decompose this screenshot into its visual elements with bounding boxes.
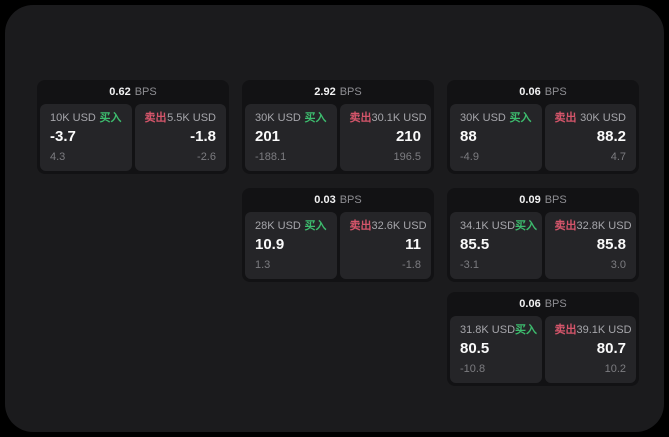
- buy-side-label: 买入: [99, 112, 122, 124]
- buy-quote-panel[interactable]: 30K USD 买入 88 -4.9: [450, 104, 542, 171]
- sell-amount: 39.1K USD: [576, 324, 632, 336]
- bps-label: BPS: [544, 86, 567, 98]
- sell-side-label: 卖出: [554, 112, 577, 124]
- sell-amount: 30.1K USD: [371, 112, 427, 124]
- sell-side-label: 卖出: [554, 324, 577, 336]
- buy-change: 1.3: [255, 259, 271, 271]
- buy-side-label: 买入: [515, 324, 538, 336]
- spread-value: 2.92: [314, 86, 336, 98]
- buy-quote-panel[interactable]: 28K USD 买入 10.9 1.3: [245, 212, 337, 279]
- spread-header: 0.03 BPS: [245, 188, 431, 212]
- sell-change: -1.8: [402, 259, 421, 271]
- sell-quote-panel[interactable]: 卖出 32.6K USD 11 -1.8: [339, 212, 431, 279]
- quote-card: 2.92 BPS 30K USD 买入 201 -188.1 卖出 30.1K …: [242, 80, 434, 174]
- buy-price: 201: [255, 128, 281, 145]
- buy-price: 80.5: [460, 340, 490, 357]
- spread-header: 2.92 BPS: [245, 80, 431, 104]
- bps-label: BPS: [339, 86, 362, 98]
- sell-side-label: 卖出: [349, 220, 372, 232]
- sell-change: 10.2: [604, 363, 626, 375]
- buy-amount: 30K USD: [460, 112, 506, 124]
- bps-label: BPS: [339, 194, 362, 206]
- spread-value: 0.09: [519, 194, 541, 206]
- buy-quote-panel[interactable]: 34.1K USD 买入 85.5 -3.1: [450, 212, 542, 279]
- bps-label: BPS: [134, 86, 157, 98]
- buy-change: -188.1: [255, 151, 287, 163]
- buy-side-label: 买入: [304, 112, 327, 124]
- sell-price: 85.8: [596, 236, 626, 253]
- buy-amount: 28K USD: [255, 220, 301, 232]
- sell-side-label: 卖出: [554, 220, 577, 232]
- sell-quote-panel[interactable]: 卖出 32.8K USD 85.8 3.0: [544, 212, 636, 279]
- sell-change: 4.7: [610, 151, 626, 163]
- sell-amount: 32.6K USD: [371, 220, 427, 232]
- buy-change: -10.8: [460, 363, 486, 375]
- sell-price: -1.8: [190, 128, 216, 145]
- spread-value: 0.62: [109, 86, 131, 98]
- bps-label: BPS: [544, 194, 567, 206]
- quote-card: 0.06 BPS 31.8K USD 买入 80.5 -10.8 卖出 39.1…: [447, 292, 639, 386]
- buy-side-label: 买入: [509, 112, 532, 124]
- buy-side-label: 买入: [515, 220, 538, 232]
- sell-amount: 32.8K USD: [576, 220, 632, 232]
- sell-change: 3.0: [610, 259, 626, 271]
- buy-change: 4.3: [50, 151, 66, 163]
- sell-change: -2.6: [197, 151, 216, 163]
- sell-price: 210: [395, 128, 421, 145]
- spread-value: 0.03: [314, 194, 336, 206]
- buy-change: -4.9: [460, 151, 479, 163]
- sell-quote-panel[interactable]: 卖出 39.1K USD 80.7 10.2: [544, 316, 636, 383]
- spread-header: 0.06 BPS: [450, 292, 636, 316]
- sell-price: 80.7: [596, 340, 626, 357]
- buy-side-label: 买入: [304, 220, 327, 232]
- buy-price: 85.5: [460, 236, 490, 253]
- buy-amount: 30K USD: [255, 112, 301, 124]
- sell-quote-panel[interactable]: 卖出 5.5K USD -1.8 -2.6: [134, 104, 226, 171]
- spread-header: 0.09 BPS: [450, 188, 636, 212]
- spread-value: 0.06: [519, 298, 541, 310]
- sell-side-label: 卖出: [349, 112, 372, 124]
- sell-amount: 5.5K USD: [167, 112, 216, 124]
- buy-amount: 31.8K USD: [460, 324, 516, 336]
- bps-label: BPS: [544, 298, 567, 310]
- quote-card: 0.62 BPS 10K USD 买入 -3.7 4.3 卖出 5.5K USD…: [37, 80, 229, 174]
- sell-price: 88.2: [596, 128, 626, 145]
- spread-header: 0.62 BPS: [40, 80, 226, 104]
- buy-amount: 10K USD: [50, 112, 96, 124]
- sell-quote-panel[interactable]: 卖出 30K USD 88.2 4.7: [544, 104, 636, 171]
- buy-change: -3.1: [460, 259, 479, 271]
- sell-price: 11: [405, 236, 421, 253]
- quote-card: 0.03 BPS 28K USD 买入 10.9 1.3 卖出 32.6K US…: [242, 188, 434, 282]
- buy-quote-panel[interactable]: 10K USD 买入 -3.7 4.3: [40, 104, 132, 171]
- buy-quote-panel[interactable]: 31.8K USD 买入 80.5 -10.8: [450, 316, 542, 383]
- buy-price: 88: [460, 128, 477, 145]
- spread-value: 0.06: [519, 86, 541, 98]
- sell-quote-panel[interactable]: 卖出 30.1K USD 210 196.5: [339, 104, 431, 171]
- quote-card: 0.09 BPS 34.1K USD 买入 85.5 -3.1 卖出 32.8K…: [447, 188, 639, 282]
- sell-side-label: 卖出: [144, 112, 167, 124]
- buy-price: -3.7: [50, 128, 76, 145]
- spread-header: 0.06 BPS: [450, 80, 636, 104]
- quote-card: 0.06 BPS 30K USD 买入 88 -4.9 卖出 30K USD 8…: [447, 80, 639, 174]
- buy-quote-panel[interactable]: 30K USD 买入 201 -188.1: [245, 104, 337, 171]
- buy-price: 10.9: [255, 236, 285, 253]
- sell-change: 196.5: [393, 151, 421, 163]
- sell-amount: 30K USD: [580, 112, 626, 124]
- buy-amount: 34.1K USD: [460, 220, 516, 232]
